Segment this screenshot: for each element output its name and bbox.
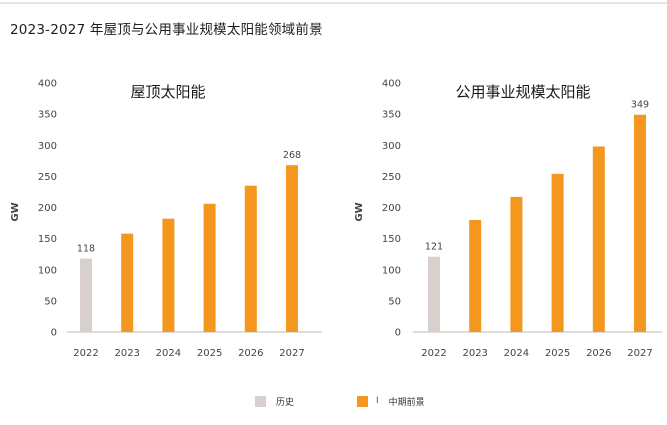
bar-2024: [162, 218, 175, 332]
y-tick-label: 200: [38, 203, 57, 214]
data-label: 121: [425, 242, 443, 253]
top-divider: [0, 2, 667, 4]
data-label: 349: [631, 100, 649, 111]
legend-label-forecast: 中期前景: [388, 397, 425, 408]
y-tick-label: 100: [382, 265, 401, 276]
y-tick-label: 50: [388, 296, 401, 307]
y-tick-label: 400: [382, 79, 401, 90]
y-tick-label: 0: [51, 328, 57, 339]
x-tick-label: 2025: [197, 348, 222, 359]
bar-2023: [469, 219, 482, 332]
x-tick-label: 2023: [114, 348, 139, 359]
legend-item-history: 历史: [255, 393, 294, 409]
x-tick-label: 2025: [545, 348, 570, 359]
x-tick-label: 2024: [504, 348, 529, 359]
y-tick-label: 300: [38, 141, 57, 152]
y-axis-label: GW: [354, 202, 365, 221]
x-tick-label: 2026: [586, 348, 611, 359]
x-tick-label: 2027: [627, 348, 652, 359]
x-tick-label: 2023: [462, 348, 487, 359]
x-tick-label: 2022: [73, 348, 98, 359]
bar-2025: [203, 203, 216, 332]
y-tick-label: 350: [382, 110, 401, 121]
bar-2022: [80, 258, 92, 332]
legend-swatch-history: [255, 395, 266, 407]
y-tick-label: 150: [38, 234, 57, 245]
bar-2027: [634, 114, 646, 332]
data-label: 268: [283, 150, 301, 161]
y-tick-label: 250: [38, 172, 57, 183]
y-tick-label: 300: [382, 141, 401, 152]
x-tick-label: 2024: [156, 348, 181, 359]
legend-item-forecast: I 中期前景: [357, 393, 425, 409]
bar-2027: [286, 165, 298, 332]
legend-swatch-forecast: [357, 395, 368, 407]
y-axis-label: GW: [10, 202, 21, 221]
legend: 历史 I 中期前景: [0, 393, 667, 413]
y-tick-label: 0: [395, 328, 401, 339]
chart-title: 公用事业规模太阳能: [455, 83, 590, 101]
y-tick-label: 200: [382, 203, 401, 214]
data-label: 118: [77, 244, 95, 255]
bar-2024: [510, 196, 523, 332]
bar-2023: [121, 233, 134, 332]
y-tick-label: 250: [382, 172, 401, 183]
chart-title: 屋顶太阳能: [130, 83, 205, 101]
y-tick-label: 350: [38, 110, 57, 121]
y-tick-label: 150: [382, 234, 401, 245]
y-tick-label: 400: [38, 79, 57, 90]
page-title: 2023-2027 年屋顶与公用事业规模太阳能领域前景: [10, 22, 323, 38]
x-tick-label: 2022: [421, 348, 446, 359]
legend-separator: I: [376, 396, 379, 406]
bar-2025: [551, 173, 564, 332]
y-tick-label: 100: [38, 265, 57, 276]
y-tick-label: 50: [44, 296, 57, 307]
legend-label-history: 历史: [276, 397, 295, 408]
x-tick-label: 2026: [238, 348, 263, 359]
bar-2026: [244, 185, 257, 332]
bar-2026: [592, 146, 605, 332]
bar-2022: [428, 256, 440, 332]
x-tick-label: 2027: [279, 348, 304, 359]
